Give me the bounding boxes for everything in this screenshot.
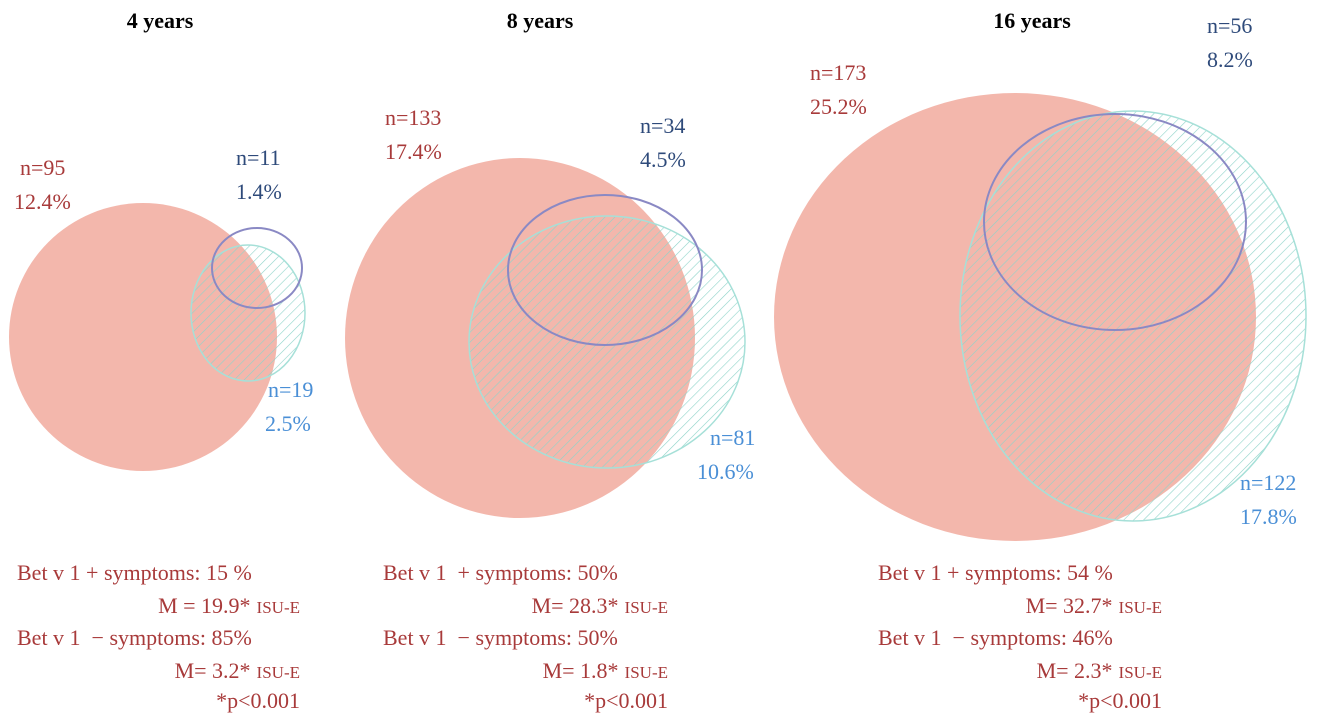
note-unit: ISU-E: [625, 663, 668, 682]
small-set: [211, 227, 303, 309]
note-line: M= 1.8* ISU-E: [543, 658, 668, 683]
note-line: M = 19.9* ISU-E: [158, 593, 300, 618]
note-value: M= 3.2*: [175, 658, 251, 683]
footnote: *p<0.001: [584, 688, 668, 713]
note-line: Bet v 1 + symptoms: 54 %: [878, 560, 1113, 585]
note-value: M= 2.3*: [1037, 658, 1113, 683]
note-line: Bet v 1 − symptoms: 46%: [878, 625, 1113, 650]
set-count: n=122: [1240, 470, 1296, 495]
note-unit: ISU-E: [1119, 598, 1162, 617]
note-line: M= 32.7* ISU-E: [1026, 593, 1162, 618]
set-count: n=133: [385, 105, 441, 130]
note-value: M = 19.9*: [158, 593, 250, 618]
note-line: Bet v 1 − symptoms: 85%: [17, 625, 252, 650]
negative-set: [190, 244, 306, 382]
small-set: [983, 113, 1247, 331]
set-percent: 10.6%: [697, 459, 754, 484]
set-count: n=34: [640, 113, 685, 138]
note-value: M= 28.3*: [532, 593, 619, 618]
panel-title: 4 years: [127, 8, 194, 33]
set-percent: 1.4%: [236, 179, 282, 204]
note-unit: ISU-E: [257, 663, 300, 682]
note-value: M= 1.8*: [543, 658, 619, 683]
set-count: n=81: [710, 425, 755, 450]
note-line: M= 3.2* ISU-E: [175, 658, 300, 683]
set-percent: 17.4%: [385, 139, 442, 164]
set-percent: 25.2%: [810, 94, 867, 119]
note-unit: ISU-E: [1119, 663, 1162, 682]
set-percent: 4.5%: [640, 147, 686, 172]
set-count: n=11: [236, 145, 281, 170]
note-value: M= 32.7*: [1026, 593, 1113, 618]
note-line: M= 2.3* ISU-E: [1037, 658, 1162, 683]
set-count: n=95: [20, 155, 65, 180]
small-set: [507, 194, 703, 346]
set-count: n=173: [810, 60, 866, 85]
footnote: *p<0.001: [216, 688, 300, 713]
set-percent: 17.8%: [1240, 504, 1297, 529]
note-line: Bet v 1 − symptoms: 50%: [383, 625, 618, 650]
note-line: Bet v 1 + symptoms: 15 %: [17, 560, 252, 585]
set-percent: 8.2%: [1207, 47, 1253, 72]
set-count: n=19: [268, 377, 313, 402]
note-line: M= 28.3* ISU-E: [532, 593, 668, 618]
negative-set: [959, 110, 1307, 522]
set-percent: 12.4%: [14, 189, 71, 214]
note-unit: ISU-E: [257, 598, 300, 617]
negative-set: [468, 215, 746, 469]
footnote: *p<0.001: [1078, 688, 1162, 713]
panel-title: 16 years: [993, 8, 1071, 33]
set-percent: 2.5%: [265, 411, 311, 436]
set-count: n=56: [1207, 13, 1252, 38]
note-unit: ISU-E: [625, 598, 668, 617]
note-line: Bet v 1 + symptoms: 50%: [383, 560, 618, 585]
panel-title: 8 years: [507, 8, 574, 33]
